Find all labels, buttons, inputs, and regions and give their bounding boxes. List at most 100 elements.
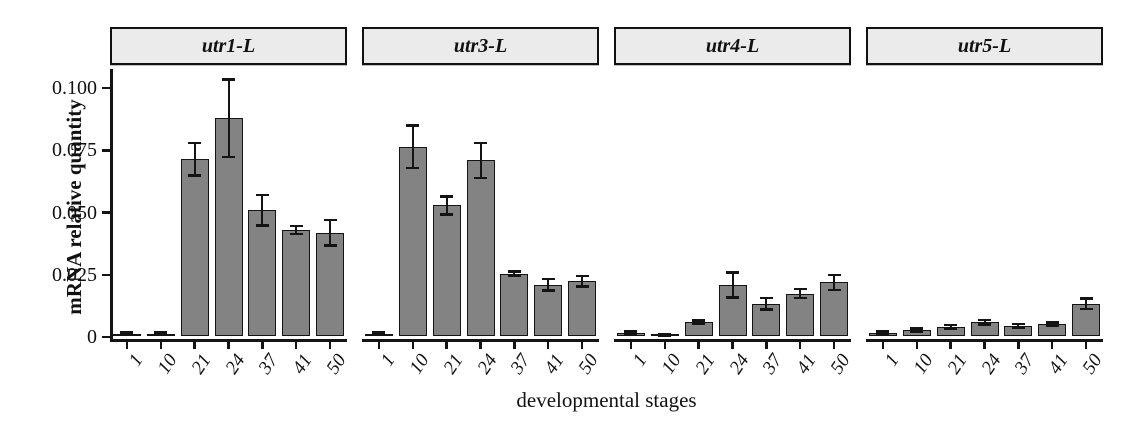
- bar: [248, 210, 277, 336]
- error-bar-cap-bottom: [726, 296, 739, 299]
- error-bar-cap-top: [440, 195, 454, 198]
- plot-area: [866, 69, 1103, 342]
- x-tick-mark: [798, 342, 802, 349]
- plot-area: [110, 69, 347, 342]
- error-bar-cap-bottom: [507, 274, 521, 278]
- x-tick-mark: [1084, 342, 1088, 349]
- error-bar-cap-top: [793, 287, 807, 291]
- plot-area: [362, 69, 599, 342]
- error-bar-cap-bottom: [120, 333, 134, 337]
- error-bar-cap-top: [541, 277, 555, 281]
- x-tick-mark: [328, 342, 332, 349]
- error-bar-cap-top: [759, 296, 773, 300]
- error-bar-cap-bottom: [440, 213, 454, 216]
- error-bar-cap-top: [978, 318, 991, 322]
- bar: [568, 281, 597, 336]
- y-tick-label: 0.050: [52, 201, 97, 224]
- error-bar-cap-bottom: [793, 296, 807, 300]
- x-tick-mark: [915, 342, 919, 349]
- bar: [282, 230, 311, 336]
- error-bar-line: [949, 325, 952, 329]
- y-tick-mark: [102, 86, 110, 90]
- error-bar-cap-bottom: [154, 333, 168, 337]
- error-bar-line: [1051, 322, 1054, 326]
- x-tick-mark: [949, 342, 952, 349]
- x-axis-row: 1 10 21 24 37 41 50: [362, 342, 603, 398]
- x-tick-mark: [546, 342, 550, 349]
- facet-panels: utr1-L 1 10 21 24 37 41 50 utr3-L 1 10 21 24 37 41 50 ut…: [110, 0, 1107, 398]
- facet-utr5-L: utr5-L 1 10 21 24 37 41 50: [866, 0, 1107, 398]
- error-bar-cap-bottom: [910, 330, 924, 333]
- error-bar-cap-bottom: [323, 244, 337, 247]
- error-bar-cap-bottom: [289, 232, 303, 236]
- error-bar-cap-top: [289, 224, 303, 228]
- error-bar-line: [731, 272, 734, 298]
- facet-utr3-L: utr3-L 1 10 21 24 37 41 50: [362, 0, 603, 398]
- x-tick-mark: [193, 342, 196, 349]
- error-bar-line: [193, 143, 196, 176]
- error-bar-cap-bottom: [541, 289, 555, 292]
- error-bar-cap-top: [406, 124, 420, 127]
- error-bar-line: [833, 275, 836, 290]
- error-bar-line: [983, 320, 986, 325]
- error-bar-line: [1085, 298, 1088, 309]
- facet-header: utr4-L: [614, 27, 851, 65]
- error-bar-line: [227, 79, 230, 157]
- error-bar-cap-bottom: [222, 155, 235, 159]
- x-tick-mark: [445, 342, 448, 349]
- error-bar-line: [629, 331, 632, 335]
- error-bar-cap-top: [827, 273, 841, 276]
- facet-header: utr1-L: [110, 27, 347, 65]
- error-bar-cap-bottom: [944, 327, 958, 330]
- facet-header: utr3-L: [362, 27, 599, 65]
- x-tick-mark: [479, 342, 482, 349]
- y-tick-mark: [102, 335, 110, 339]
- error-bar-cap-top: [474, 141, 487, 145]
- error-bar-cap-bottom: [624, 333, 638, 336]
- error-bar-line: [261, 195, 264, 226]
- x-tick-mark: [513, 342, 516, 349]
- error-bar-cap-top: [1079, 297, 1093, 300]
- error-bar-cap-top: [624, 330, 638, 333]
- x-tick-mark: [1050, 342, 1054, 349]
- x-axis-row: 1 10 21 24 37 41 50: [110, 342, 351, 398]
- bar: [466, 160, 495, 336]
- y-tick-label: 0.100: [52, 77, 97, 99]
- bar: [398, 146, 427, 336]
- error-bar-line: [915, 328, 918, 332]
- bar: [432, 205, 461, 336]
- error-bar-line: [513, 271, 516, 276]
- x-tick-mark: [125, 342, 129, 349]
- y-axis: mRNA relative quantity 0 0.025 0.050 0.075 0…: [0, 0, 110, 423]
- error-bar-cap-top: [120, 331, 134, 334]
- error-bar-cap-bottom: [692, 322, 706, 326]
- x-tick-mark: [663, 342, 667, 349]
- bar: [534, 284, 563, 336]
- y-axis-line: [110, 69, 113, 342]
- y-tick-label: 0.025: [52, 263, 97, 286]
- error-bar-cap-top: [692, 319, 706, 322]
- error-bar-cap-bottom: [575, 285, 589, 288]
- error-bar-cap-top: [658, 333, 672, 336]
- error-bar-cap-top: [1011, 322, 1025, 326]
- error-bar-cap-bottom: [1079, 307, 1093, 311]
- error-bar-line: [445, 196, 448, 214]
- bar: [786, 293, 815, 336]
- error-bar-cap-bottom: [372, 333, 386, 336]
- x-tick-mark: [983, 342, 986, 349]
- error-bar-cap-bottom: [978, 323, 991, 326]
- facet-utr4-L: utr4-L 1 10 21 24 37 41 50: [614, 0, 855, 398]
- facet-utr1-L: utr1-L 1 10 21 24 37 41 50: [110, 0, 351, 398]
- error-bar-line: [765, 298, 768, 310]
- x-axis-row: 1 10 21 24 37 41 50: [614, 342, 855, 398]
- error-bar-cap-top: [255, 193, 269, 197]
- x-tick-mark: [411, 342, 415, 349]
- error-bar-line: [295, 226, 298, 234]
- error-bar-cap-top: [1045, 321, 1059, 324]
- error-bar-cap-bottom: [658, 334, 672, 338]
- y-tick-label: 0.075: [52, 139, 97, 162]
- x-tick-mark: [765, 342, 768, 349]
- y-tick-mark: [102, 149, 110, 152]
- x-tick-mark: [294, 342, 298, 349]
- x-tick-mark: [159, 342, 163, 349]
